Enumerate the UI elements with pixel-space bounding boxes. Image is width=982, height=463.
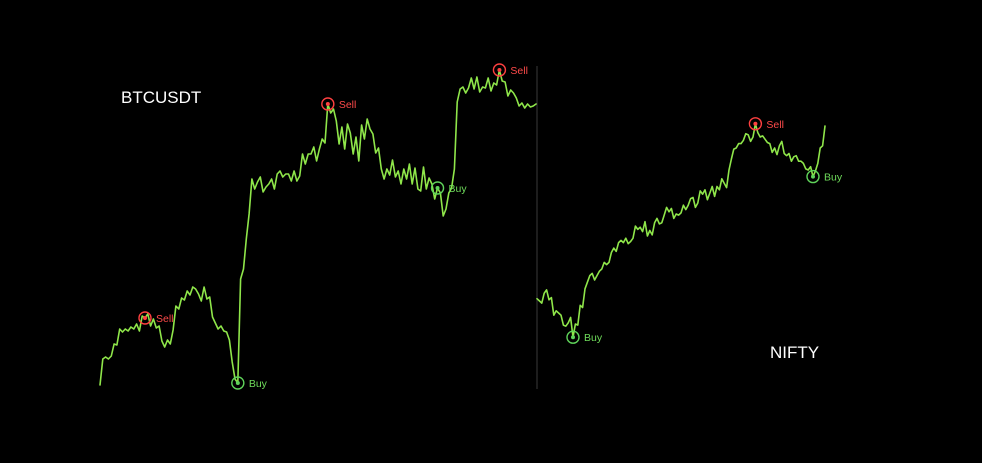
buy-signal-ring bbox=[806, 169, 820, 184]
sell-signal-label: Sell bbox=[766, 119, 784, 131]
nifty-panel: NIFTY Buy Sell Buy bbox=[536, 117, 843, 362]
sell-signal-ring bbox=[492, 63, 507, 77]
sell-signal-dot bbox=[753, 121, 758, 126]
buy-signal-label: Buy bbox=[249, 378, 268, 390]
sell-signal-ring bbox=[321, 97, 335, 111]
sell-signal-dot bbox=[497, 68, 502, 72]
buy-signal-label: Buy bbox=[449, 183, 468, 195]
buy-signal-ring bbox=[231, 376, 245, 390]
sell-signal-ring bbox=[748, 117, 763, 131]
buy-signal-dot bbox=[811, 174, 815, 179]
buy-signal-label: Buy bbox=[584, 332, 603, 344]
buy-signal-label: Buy bbox=[824, 172, 843, 184]
sell-signal-dot bbox=[325, 102, 330, 106]
btcusdt-title: BTCUSDT bbox=[121, 88, 201, 107]
sell-signal-label: Sell bbox=[510, 65, 528, 77]
nifty-title: NIFTY bbox=[770, 343, 819, 362]
buy-signal-dot bbox=[435, 186, 440, 190]
buy-signal-dot bbox=[571, 335, 575, 340]
nifty-plot: Buy Sell Buy bbox=[536, 117, 843, 344]
price-line bbox=[536, 123, 826, 338]
buy-signal-ring bbox=[566, 330, 580, 344]
price-line bbox=[99, 69, 537, 386]
sell-signal-label: Sell bbox=[339, 99, 357, 111]
sell-signal-ring bbox=[138, 311, 152, 325]
buy-signal-ring bbox=[430, 181, 445, 195]
btcusdt-panel: BTCUSDT Sell Buy Sell Buy Sell bbox=[99, 63, 537, 390]
btcusdt-plot: Sell Buy Sell Buy Sell bbox=[99, 63, 537, 390]
sell-signal-dot bbox=[143, 316, 148, 320]
sell-signal-label: Sell bbox=[156, 313, 174, 325]
buy-signal-dot bbox=[235, 381, 240, 385]
